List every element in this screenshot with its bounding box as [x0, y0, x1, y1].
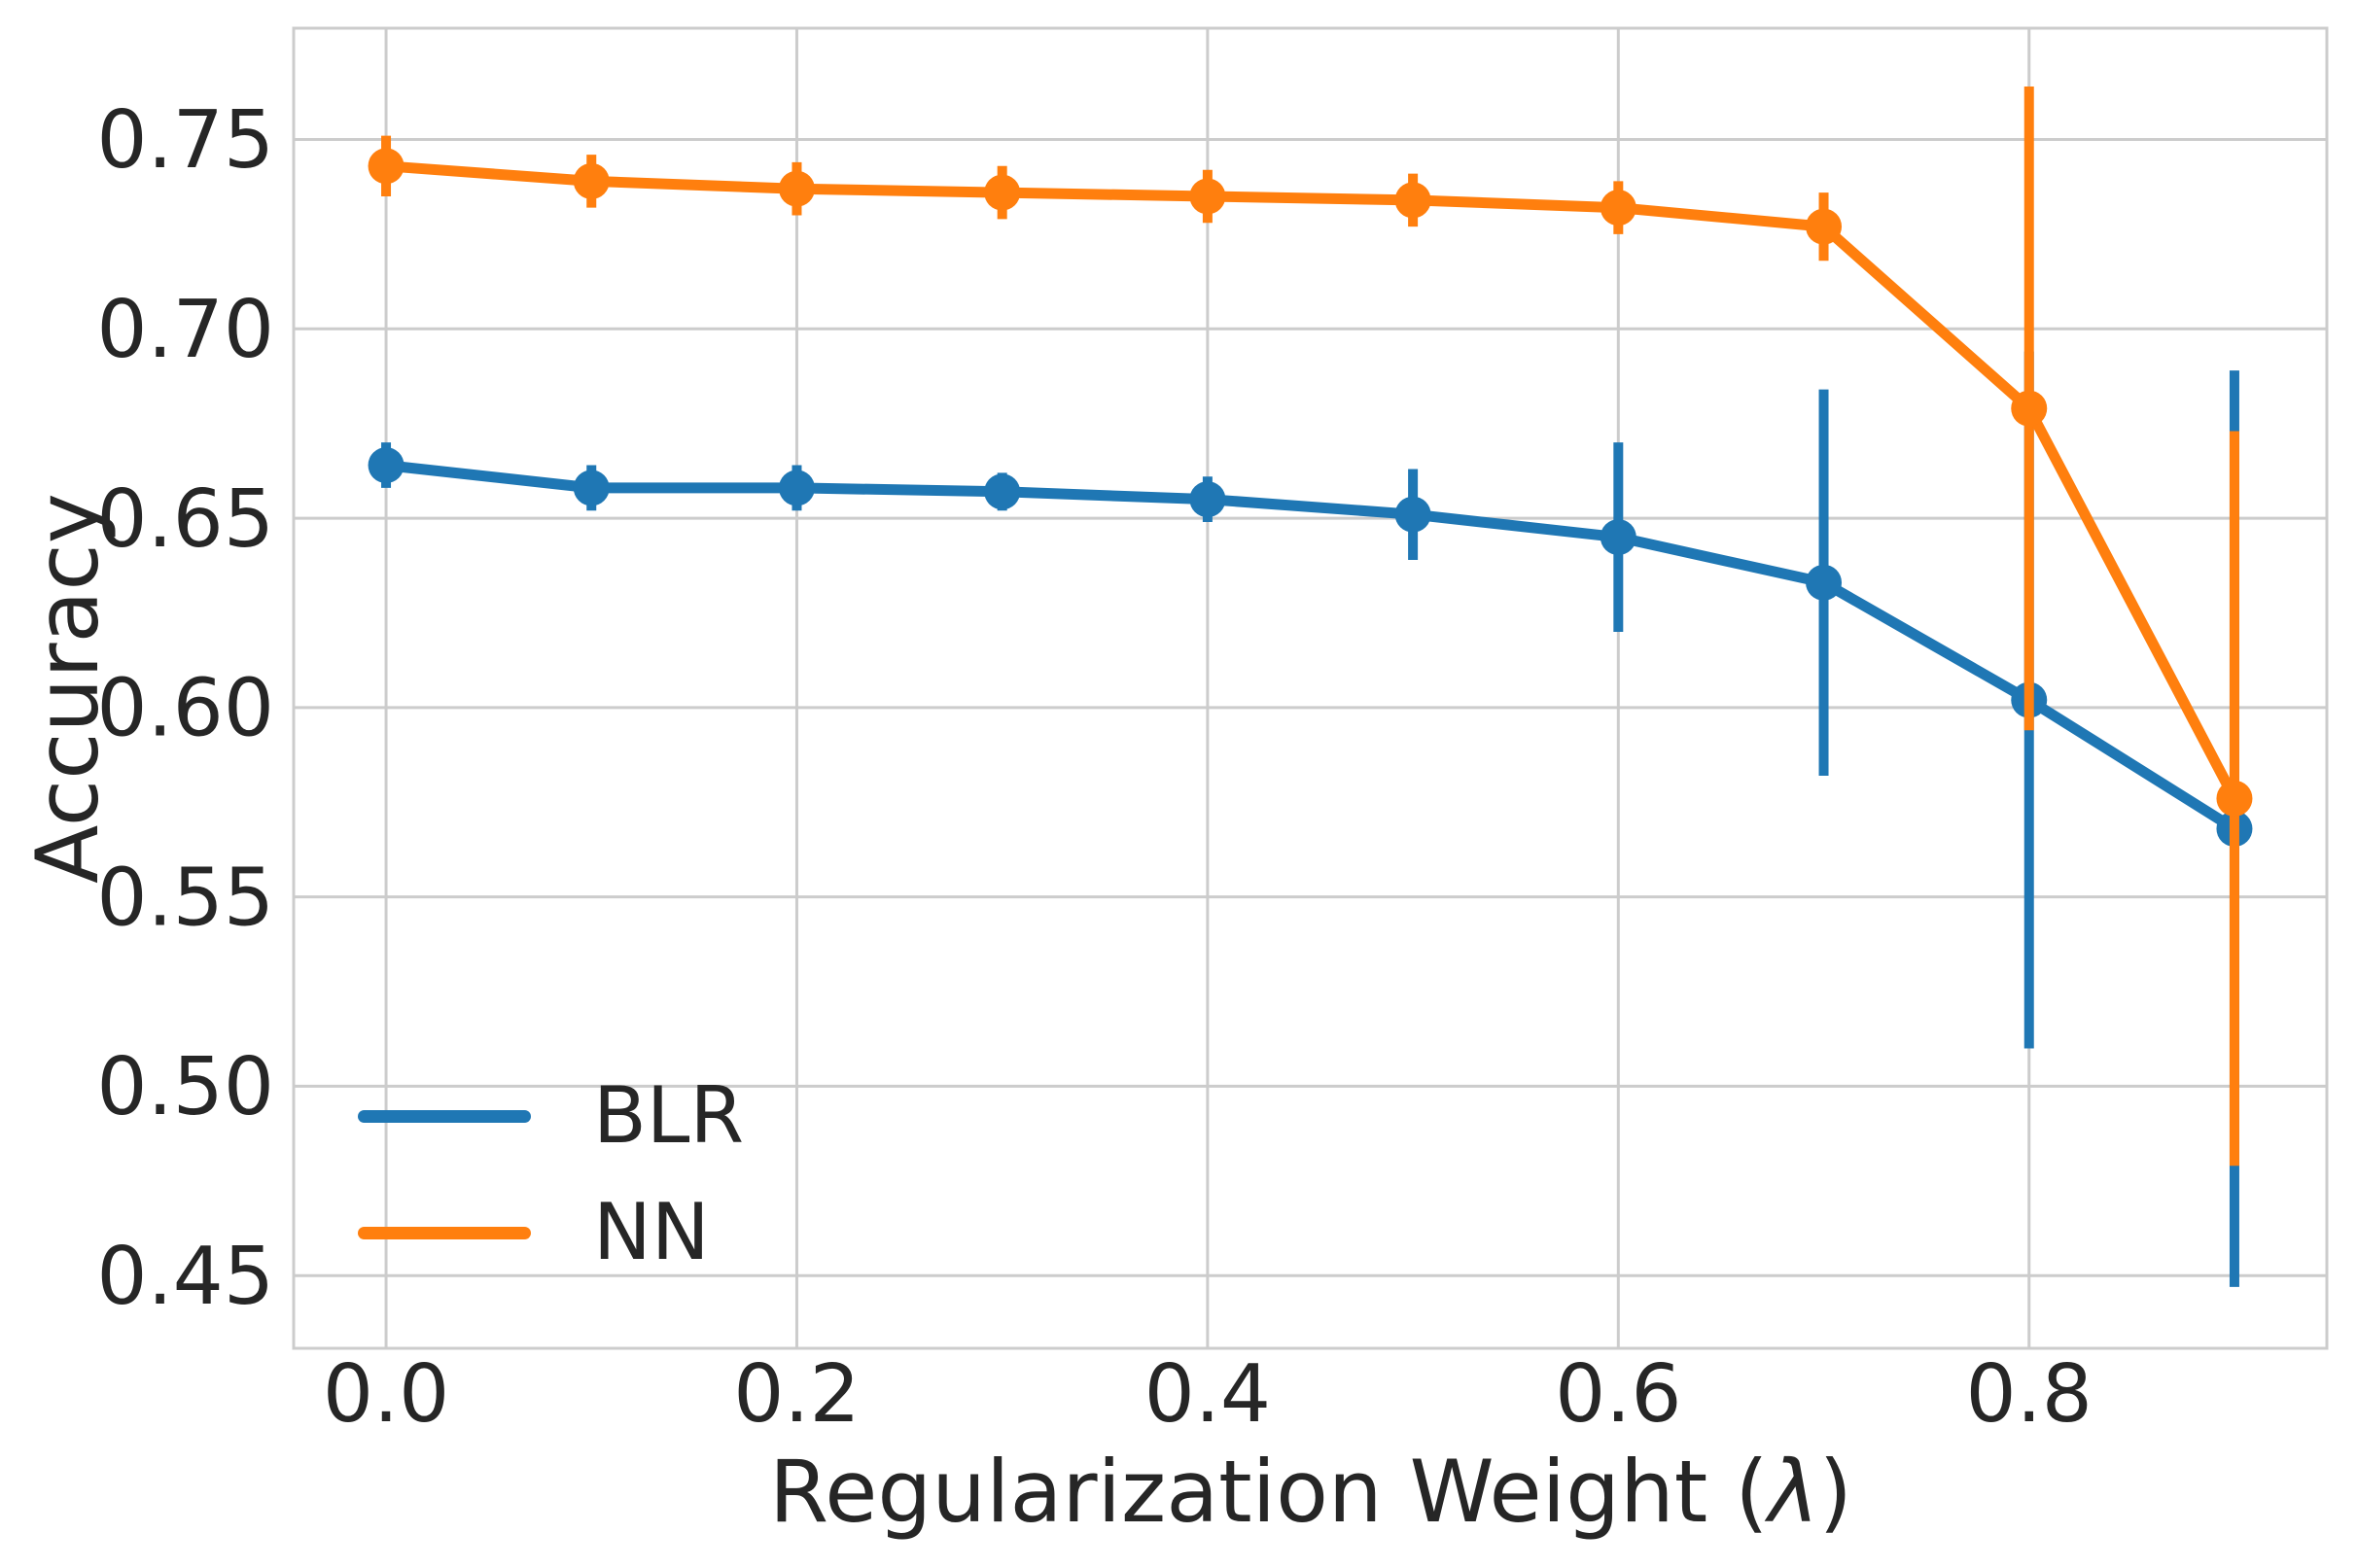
data-point-marker: [2216, 780, 2253, 817]
y-tick-label: 0.45: [96, 1231, 274, 1323]
y-tick-label: 0.60: [96, 663, 274, 755]
series-line: [380, 460, 2240, 834]
legend: BLR NN: [358, 1058, 744, 1291]
data-point-marker: [1806, 208, 1843, 245]
plot-border: [292, 26, 2329, 1350]
data-point-marker: [1600, 190, 1636, 226]
y-tick-label: 0.50: [96, 1041, 274, 1133]
x-axis-label-prefix: Regularization Weight (: [769, 1442, 1769, 1542]
data-point-marker: [1189, 178, 1226, 215]
tick-labels: 0.0 0.2 0.4 0.6 0.8 0.45 0.50 0.55 0.60 0.65 0.70 0…: [96, 94, 2093, 1441]
data-point-marker: [368, 447, 405, 484]
data-point-marker: [2011, 390, 2048, 427]
legend-label: BLR: [593, 1070, 745, 1161]
data-point-marker: [1189, 481, 1226, 518]
legend-label: NN: [593, 1187, 710, 1277]
x-axis-label: Regularization Weight (λ): [769, 1442, 1852, 1542]
data-point-marker: [1806, 564, 1843, 601]
data-point-marker: [778, 170, 815, 207]
legend-line-swatch: [358, 1226, 531, 1239]
legend-item-nn: NN: [358, 1174, 744, 1291]
y-tick-label: 0.70: [96, 284, 274, 376]
x-tick-label: 0.6: [1555, 1348, 1681, 1441]
data-point-marker: [368, 148, 405, 185]
y-tick-label: 0.65: [96, 473, 274, 566]
y-axis-label: Accuracy: [18, 493, 118, 884]
data-point-marker: [1394, 496, 1431, 533]
y-tick-label: 0.75: [96, 94, 274, 187]
data-point-marker: [778, 470, 815, 506]
legend-line-swatch: [358, 1109, 531, 1123]
data-point-marker: [573, 162, 610, 199]
data-point-marker: [1394, 182, 1431, 219]
x-tick-label: 0.4: [1144, 1348, 1271, 1441]
data-point-marker: [984, 473, 1021, 510]
series-layer: [368, 86, 2253, 1287]
data-point-marker: [1600, 519, 1636, 556]
legend-item-blr: BLR: [358, 1058, 744, 1174]
x-tick-label: 0.8: [1966, 1348, 2093, 1441]
data-point-marker: [984, 174, 1021, 211]
x-axis-label-suffix: ): [1819, 1442, 1852, 1542]
data-point-marker: [573, 470, 610, 506]
y-tick-label: 0.55: [96, 852, 274, 944]
x-tick-label: 0.2: [733, 1348, 860, 1441]
x-tick-label: 0.0: [323, 1348, 449, 1441]
series-nn: [368, 86, 2253, 1167]
lambda-symbol: λ: [1765, 1442, 1819, 1542]
series-line: [380, 160, 2240, 804]
